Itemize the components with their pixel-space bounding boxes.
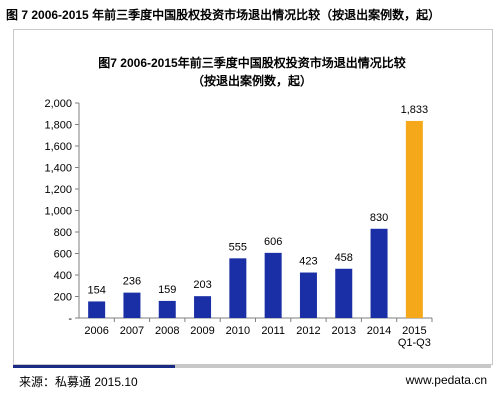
bar xyxy=(123,292,141,318)
x-tick-label: 2013 xyxy=(332,325,356,337)
y-tick-label: 1,600 xyxy=(44,141,72,153)
bottom-rule-accent xyxy=(13,365,175,368)
bar xyxy=(88,301,106,318)
data-label: 555 xyxy=(229,241,247,253)
website-url[interactable]: www.pedata.cn xyxy=(405,373,487,387)
bar xyxy=(158,300,176,318)
bar xyxy=(405,120,423,318)
chart-subtitle: （按退出案例数，起） xyxy=(191,74,312,88)
bar xyxy=(370,228,388,318)
chart-title: 图7 2006-2015年前三季度中国股权投资市场退出情况比较 xyxy=(98,56,406,70)
source-note: 来源：私募通 2015.10 xyxy=(19,375,138,389)
x-tick-label: Q1-Q3 xyxy=(398,337,431,349)
data-label: 203 xyxy=(193,279,211,291)
x-tick-label: 2010 xyxy=(226,325,250,337)
bar xyxy=(299,272,317,318)
y-tick-label: - xyxy=(68,313,72,325)
y-tick-label: 600 xyxy=(54,249,72,261)
x-tick-label: 2012 xyxy=(296,325,320,337)
x-tick-label: 2007 xyxy=(120,325,144,337)
y-tick-label: 400 xyxy=(54,270,72,282)
x-tick-label: 2009 xyxy=(190,325,214,337)
y-tick-label: 200 xyxy=(54,292,72,304)
bar xyxy=(194,296,212,318)
y-tick-label: 1,800 xyxy=(44,120,72,132)
y-tick-label: 1,200 xyxy=(44,184,72,196)
y-tick-label: 2,000 xyxy=(44,98,72,110)
data-label: 159 xyxy=(158,284,176,296)
x-tick-label: 2014 xyxy=(367,325,391,337)
x-tick-label: 2015 xyxy=(402,325,426,337)
page-title: 图 7 2006-2015 年前三季度中国股权投资市场退出情况比较（按退出案例数… xyxy=(6,8,441,22)
bar xyxy=(335,268,353,318)
x-tick-label: 2011 xyxy=(261,325,285,337)
bar xyxy=(264,252,282,318)
y-tick-label: 800 xyxy=(54,227,72,239)
data-label: 606 xyxy=(264,236,282,248)
data-label: 154 xyxy=(87,284,105,296)
x-tick-label: 2006 xyxy=(84,325,108,337)
data-label: 830 xyxy=(370,212,388,224)
x-tick-label: 2008 xyxy=(155,325,179,337)
bottom-rule xyxy=(13,365,491,368)
bar xyxy=(229,258,247,318)
y-tick-label: 1,400 xyxy=(44,163,72,175)
data-label: 1,833 xyxy=(401,104,429,116)
data-label: 423 xyxy=(299,256,317,268)
y-tick-label: 1,000 xyxy=(44,206,72,218)
data-label: 236 xyxy=(123,276,141,288)
data-label: 458 xyxy=(335,252,353,264)
